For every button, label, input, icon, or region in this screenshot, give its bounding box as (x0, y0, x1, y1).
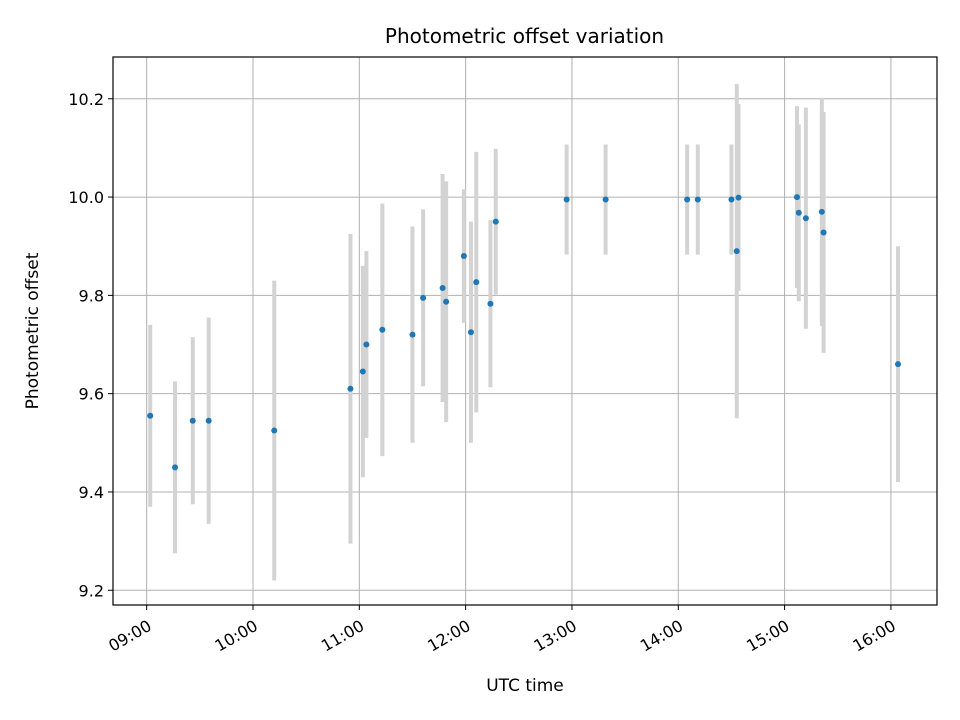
y-tick-label: 10.0 (68, 188, 104, 207)
data-point (409, 331, 416, 338)
x-axis-label: UTC time (486, 676, 564, 696)
data-point (460, 253, 467, 260)
data-point (147, 412, 154, 419)
data-point (733, 248, 740, 255)
data-point (379, 326, 386, 333)
data-point (795, 209, 802, 216)
x-tick-label: 10:00 (212, 616, 261, 656)
y-tick-label: 9.4 (79, 483, 104, 502)
x-tick-label: 09:00 (105, 616, 154, 656)
x-tick-label: 15:00 (743, 616, 792, 656)
chart-title: Photometric offset variation (385, 24, 664, 48)
plot-frame (112, 56, 938, 606)
y-axis: 9.2 9.4 9.6 9.8 10.0 10.2 (68, 90, 113, 600)
data-point (794, 194, 801, 201)
x-axis: 09:00 10:00 11:00 12:00 13:00 14:00 15:00 16:00 (105, 605, 899, 656)
x-tick-label: 14:00 (637, 616, 686, 656)
grid (113, 57, 937, 605)
data-point (205, 417, 212, 424)
y-tick-label: 10.2 (68, 90, 104, 109)
data-point (439, 284, 446, 291)
data-point (818, 208, 825, 215)
error-bars (148, 84, 901, 581)
data-point (271, 427, 278, 434)
data-point (363, 341, 370, 348)
y-tick-label: 9.6 (79, 385, 104, 404)
data-point (347, 385, 354, 392)
data-point (420, 294, 427, 301)
data-point (563, 196, 570, 203)
data-points (147, 194, 902, 471)
data-point (473, 279, 480, 286)
data-point (359, 368, 366, 375)
data-point (728, 196, 735, 203)
data-point (189, 417, 196, 424)
y-axis-label: Photometric offset (23, 252, 43, 409)
x-tick-label: 11:00 (318, 616, 367, 656)
y-tick-label: 9.2 (79, 581, 104, 600)
data-point (694, 196, 701, 203)
data-point (820, 229, 827, 236)
data-point (684, 196, 691, 203)
data-point (602, 196, 609, 203)
data-point (802, 215, 809, 222)
data-point (492, 218, 499, 225)
data-point (172, 464, 179, 471)
y-tick-label: 9.8 (79, 286, 104, 305)
data-point (467, 329, 474, 336)
x-tick-label: 12:00 (424, 616, 473, 656)
data-point (735, 194, 742, 201)
x-tick-label: 16:00 (849, 616, 898, 656)
data-point (487, 300, 494, 307)
data-point (443, 298, 450, 305)
data-point (895, 361, 902, 368)
x-tick-label: 13:00 (531, 616, 580, 656)
